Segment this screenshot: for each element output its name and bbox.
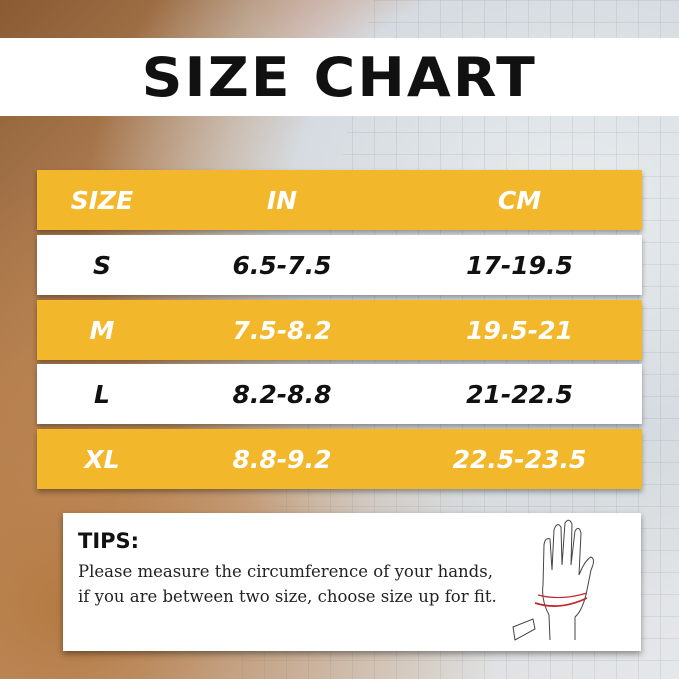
cell-size: L bbox=[94, 379, 110, 409]
table-row: L 8.2-8.8 21-22.5 bbox=[37, 364, 642, 424]
header-cm: CM bbox=[497, 185, 542, 215]
header-size: SIZE bbox=[70, 185, 134, 215]
header-in: IN bbox=[266, 185, 298, 215]
table-row: M 7.5-8.2 19.5-21 bbox=[37, 300, 642, 360]
cell-in: 7.5-8.2 bbox=[232, 315, 332, 345]
hand-measure-icon bbox=[512, 519, 594, 641]
cell-in: 8.2-8.8 bbox=[232, 379, 332, 409]
cell-cm: 19.5-21 bbox=[466, 315, 573, 345]
table-row: S 6.5-7.5 17-19.5 bbox=[37, 235, 642, 295]
cell-cm: 22.5-23.5 bbox=[452, 444, 587, 474]
tips-text: Please measure the circumference of your… bbox=[78, 562, 497, 606]
cell-cm: 21-22.5 bbox=[466, 379, 573, 409]
cell-size: XL bbox=[84, 444, 120, 474]
cell-size: S bbox=[92, 250, 111, 280]
page-title: SIZE CHART bbox=[141, 45, 538, 109]
cell-cm: 17-19.5 bbox=[466, 250, 573, 280]
cell-in: 6.5-7.5 bbox=[232, 250, 332, 280]
cell-size: M bbox=[89, 315, 115, 345]
table-row: XL 8.8-9.2 22.5-23.5 bbox=[37, 429, 642, 489]
cell-in: 8.8-9.2 bbox=[232, 444, 332, 474]
title-band: SIZE CHART bbox=[0, 38, 679, 116]
tips-heading: TIPS: bbox=[78, 529, 140, 553]
tips-box: TIPS: Please measure the circumference o… bbox=[63, 513, 641, 651]
table-header: SIZE IN CM bbox=[37, 170, 642, 230]
